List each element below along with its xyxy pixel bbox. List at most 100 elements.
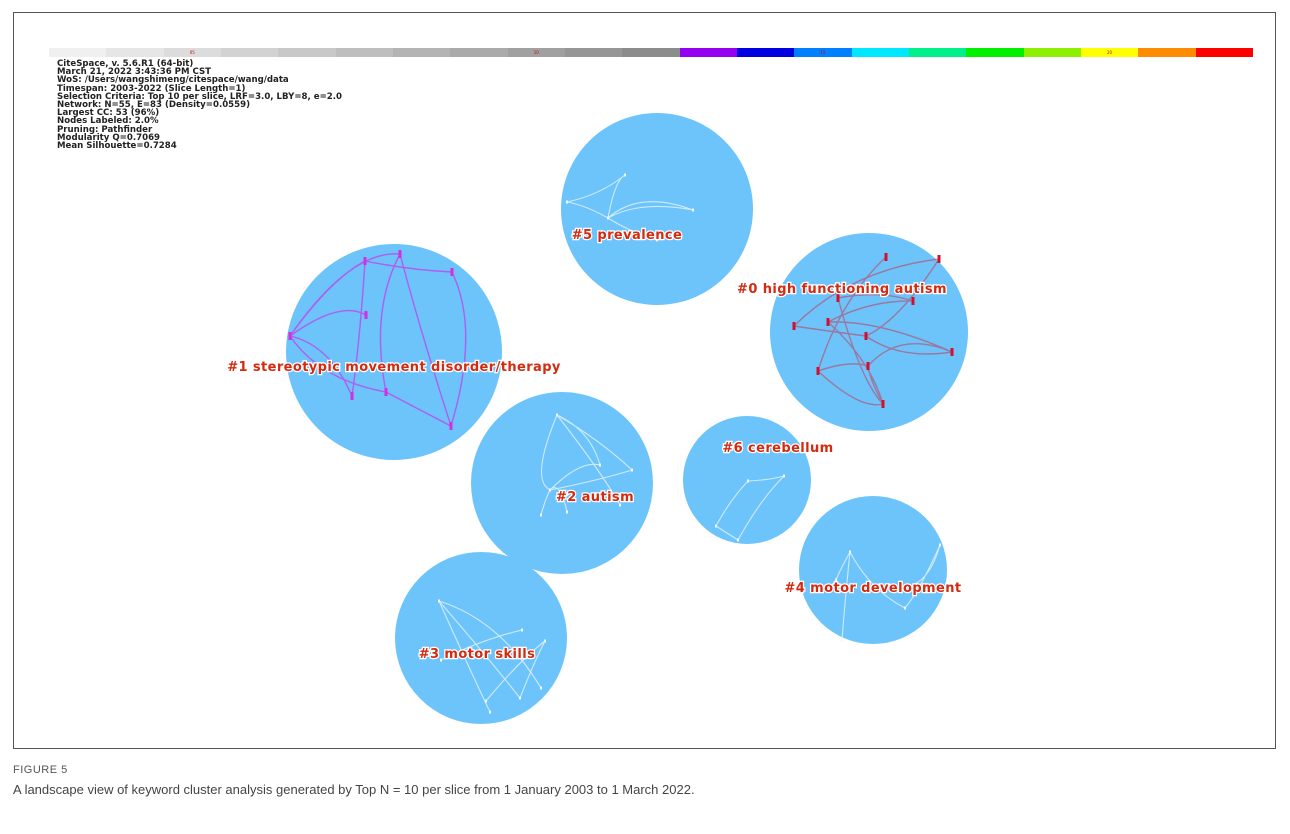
keyword-node [384,388,388,396]
color-bar-year-label: 10 [533,50,539,55]
cluster-5-links [566,174,694,241]
cluster-6-label: #6 cerebellum [722,441,833,456]
keyword-node [904,606,906,610]
metadata-line: Network: N=55, E=83 (Density=0.0559) [57,100,251,111]
cluster-4-nodes [835,543,941,642]
cluster-3-label: #3 motor skills [419,647,536,662]
cluster-4-links [835,544,941,641]
keyword-node [747,479,749,483]
keyword-node [450,268,454,276]
keyword-node [835,578,837,582]
color-bar-segment: 05 [163,48,221,57]
keyword-node [489,710,491,714]
color-bar-segment: 15 [794,48,852,57]
cluster-5-nodes [566,173,694,242]
keyword-node [288,332,292,340]
keyword-node [549,488,551,492]
cluster-2-label: #2 autism [556,490,634,505]
cluster-5-label: #5 prevalence [572,228,683,243]
cluster-5-prevalence: #5 prevalence [561,113,753,305]
keyword-node [939,543,941,547]
keyword-node [438,599,440,603]
figure-frame [13,12,1276,749]
cluster-6-links [715,475,785,541]
keyword-node [556,413,558,417]
color-bar-segment [908,48,967,57]
color-bar-segment [392,48,451,57]
color-bar-segment [106,48,164,57]
keyword-node [909,584,911,588]
keyword-node [631,468,633,472]
cluster-0-links [793,256,953,406]
keyword-node [937,255,941,263]
cluster-0-nodes [792,253,954,408]
keyword-node [950,348,954,356]
keyword-node [449,422,453,430]
citespace-metadata: CiteSpace, v. 5.6.R1 (64-bit) March 21, 2… [57,59,343,152]
keyword-node [619,503,621,507]
keyword-node [521,628,523,632]
color-bar-segment [679,48,737,57]
cluster-0-high-functioning-autism: #0 high functioning autism [736,233,968,431]
keyword-node [364,311,368,319]
cluster-1-nodes [288,250,454,430]
keyword-node [826,318,830,326]
color-bar-segment [1195,48,1253,57]
keyword-node [841,638,843,642]
keyword-node [816,367,820,375]
keyword-node [519,696,521,700]
keyword-node [624,173,626,177]
cluster-4-label: #4 motor development [785,581,962,596]
keyword-node [440,658,442,662]
keyword-node [566,200,568,204]
figure-number: FIGURE 5 [13,764,68,776]
color-bar-year-label: 05 [189,50,195,55]
keyword-node [792,322,796,330]
keyword-node [692,208,694,212]
color-bar-segment [1023,48,1081,57]
keyword-node [864,332,868,340]
cluster-1-stereotypic-movement-disorder-therapy: #1 stereotypic movement disorder/therapy [226,244,562,460]
metadata-line: Modularity Q=0.7069 [57,132,161,143]
metadata-line: Mean Silhouette=0.7284 [57,141,177,152]
keyword-node [656,238,658,242]
color-bar-segment: 20 [1080,48,1139,57]
keyword-node [881,400,885,408]
cluster-2-circle [471,392,653,574]
cluster-3-nodes [438,599,546,714]
color-bar-segment [966,48,1024,57]
color-bar-segment [736,48,795,57]
cluster-5-circle [561,113,753,305]
keyword-node [715,524,717,528]
cluster-6-nodes [715,474,785,542]
metadata-line: CiteSpace, v. 5.6.R1 (64-bit) [57,59,194,69]
cluster-1-label: #1 stereotypic movement disorder/therapy [227,360,561,375]
keyword-node [737,538,739,542]
cluster-0-label: #0 high functioning autism [737,282,947,297]
cluster-2-links [540,414,633,516]
cluster-4-circle [799,496,947,644]
cluster-2-autism: #2 autism [471,392,653,574]
cluster-3-circle [395,552,567,724]
cluster-3-links [438,600,546,713]
cluster-4-motor-development: #4 motor development [783,496,962,644]
cluster-3-motor-skills: #3 motor skills [395,552,567,724]
keyword-node [398,250,402,258]
figure-caption: FIGURE 5 A landscape view of keyword clu… [13,764,1276,797]
cluster-2-nodes [540,413,633,517]
metadata-line: Largest CC: 53 (96%) [57,108,160,119]
keyword-node [540,686,542,690]
cluster-1-circle [286,244,502,460]
color-bar-segment [1138,48,1196,57]
metadata-line: Timespan: 2003-2022 (Slice Length=1) [57,83,246,94]
cluster-1-links [289,253,467,427]
color-bar-segment [851,48,909,57]
metadata-line: WoS: /Users/wangshimeng/citespace/wang/d… [57,75,289,86]
color-bar-segment [450,48,508,57]
keyword-node [783,474,785,478]
figure-caption-text: A landscape view of keyword cluster anal… [13,782,695,797]
metadata-line: Selection Criteria: Top 10 per slice, LR… [57,91,343,102]
color-bar-segment [278,48,336,57]
keyword-node [566,510,568,514]
